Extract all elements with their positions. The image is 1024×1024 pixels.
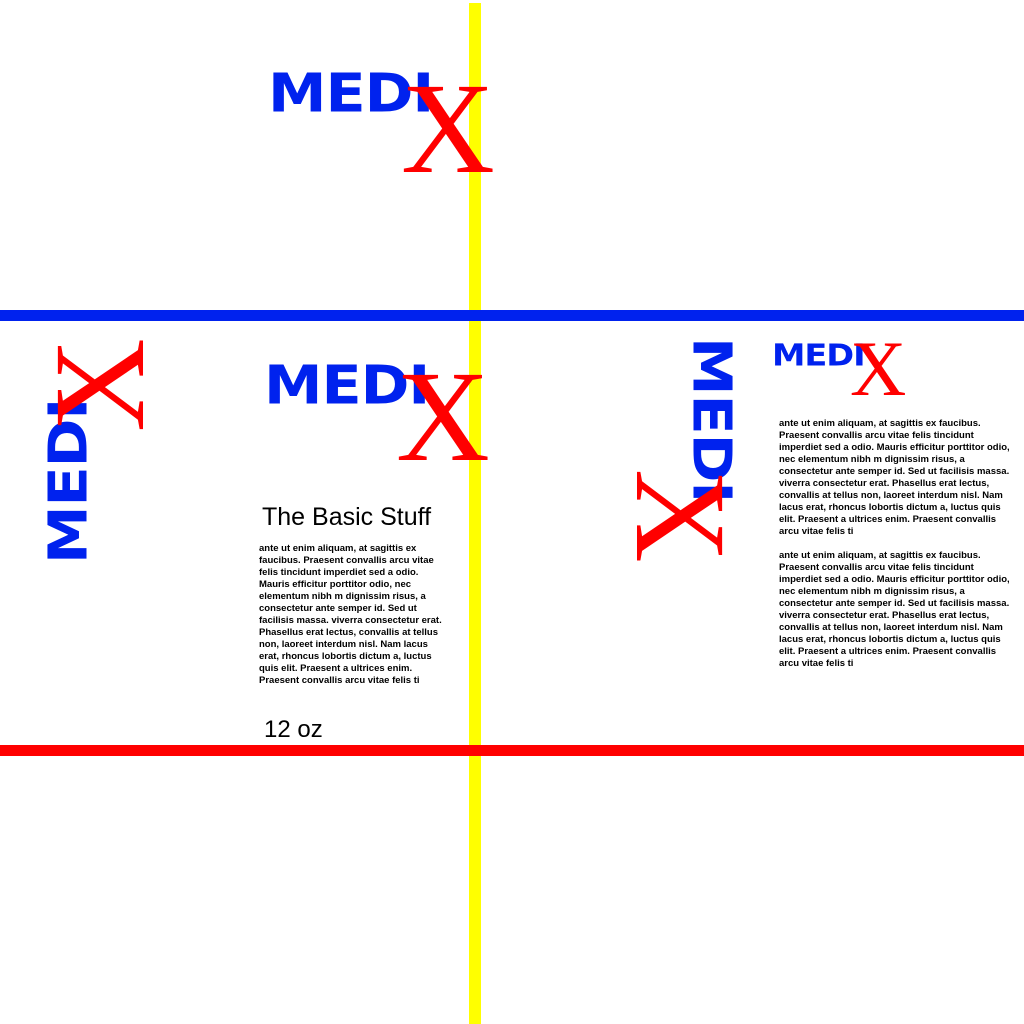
logo-x-mark: X <box>608 469 752 563</box>
front-description: ante ut enim aliquam, at sagittis ex fau… <box>259 543 442 686</box>
bottom-fold-guide <box>0 745 1024 756</box>
medix-logo-top: MEDI X <box>268 63 498 194</box>
logo-x-mark: X <box>401 57 495 201</box>
logo-x-mark: X <box>396 345 490 489</box>
side-description-1: ante ut enim aliquam, at sagittis ex fau… <box>779 418 1010 537</box>
medix-logo-left-rotated: MEDI X <box>28 334 172 564</box>
vertical-fold-guide <box>469 3 481 1024</box>
logo-medi-text: MEDI <box>772 337 866 374</box>
medix-logo-small: MEDI X <box>772 330 912 410</box>
logo-x-mark: X <box>850 325 907 412</box>
product-title: The Basic Stuff <box>262 503 432 531</box>
top-fold-guide <box>0 310 1024 321</box>
medix-logo-right-rotated: MEDI X <box>608 337 752 567</box>
logo-medi-text: MEDI <box>268 63 434 125</box>
medix-logo-front: MEDI X <box>264 352 494 482</box>
side-description-2: ante ut enim aliquam, at sagittis ex fau… <box>779 550 1010 669</box>
logo-medi-text: MEDI <box>264 355 430 417</box>
logo-x-mark: X <box>28 338 172 432</box>
net-weight: 12 oz <box>264 716 323 743</box>
